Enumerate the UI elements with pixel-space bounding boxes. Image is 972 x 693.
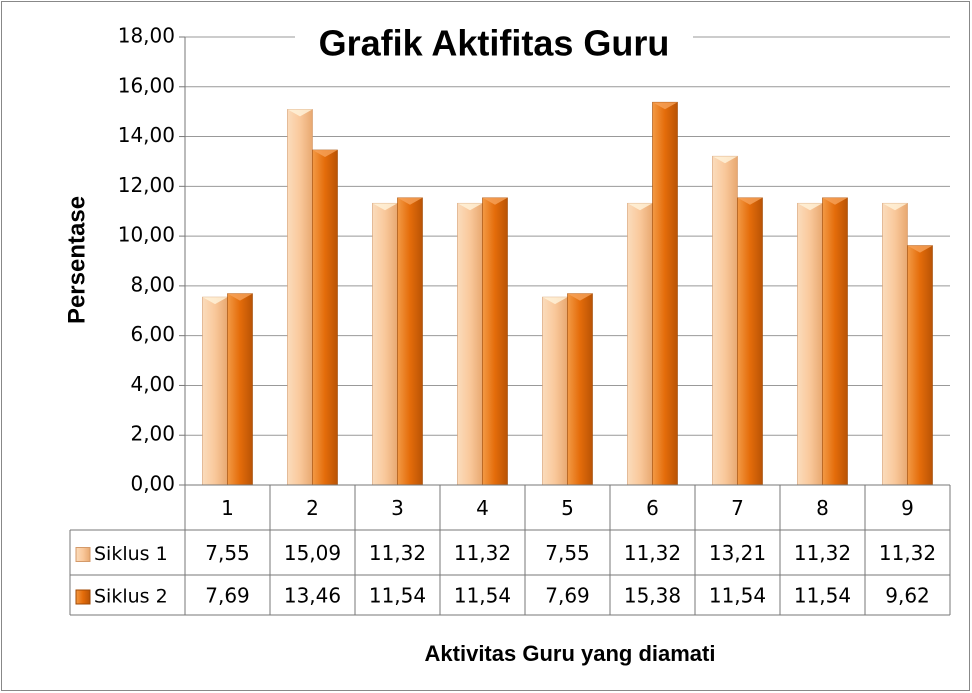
bar-bevel bbox=[457, 203, 483, 211]
bar-bevel bbox=[737, 197, 763, 205]
y-tick-label: 16,00 bbox=[118, 73, 175, 97]
bar bbox=[652, 101, 678, 486]
bar-bevel bbox=[287, 109, 313, 117]
bar bbox=[822, 197, 848, 486]
bar-bevel bbox=[712, 156, 738, 164]
data-table-value: 13,21 bbox=[709, 541, 766, 565]
y-axis-label: Persentase bbox=[63, 196, 90, 324]
title-background bbox=[295, 24, 693, 68]
data-table-value: 7,55 bbox=[545, 541, 590, 565]
y-tick-label: 8,00 bbox=[130, 272, 175, 296]
y-tick-label: 18,00 bbox=[118, 24, 175, 48]
bar-bevel bbox=[567, 293, 593, 301]
y-tick-label: 4,00 bbox=[130, 372, 175, 396]
bar bbox=[797, 202, 823, 486]
x-tick-label: 8 bbox=[816, 496, 829, 520]
x-tick-label: 7 bbox=[731, 496, 744, 520]
bar-bevel bbox=[372, 203, 398, 211]
x-axis-label: Aktivitas Guru yang diamati bbox=[425, 641, 716, 666]
x-tick-label: 5 bbox=[561, 496, 574, 520]
bar bbox=[907, 245, 933, 486]
data-table-value: 11,32 bbox=[879, 541, 936, 565]
data-table-value: 7,69 bbox=[545, 584, 590, 608]
bar-bevel bbox=[202, 297, 228, 305]
y-tick-label: 0,00 bbox=[130, 472, 175, 496]
bar-bevel bbox=[907, 245, 933, 253]
bar bbox=[567, 293, 593, 486]
data-table-value: 11,32 bbox=[794, 541, 851, 565]
bar bbox=[882, 202, 908, 486]
x-tick-label: 4 bbox=[476, 496, 489, 520]
data-table-value: 7,69 bbox=[205, 584, 250, 608]
bar-bevel bbox=[882, 203, 908, 211]
bar bbox=[627, 202, 653, 486]
legend-swatch bbox=[75, 589, 91, 605]
data-table-value: 11,54 bbox=[709, 584, 766, 608]
bar bbox=[202, 296, 228, 486]
data-table-value: 11,54 bbox=[369, 584, 426, 608]
bar bbox=[227, 293, 253, 486]
y-tick-label: 10,00 bbox=[118, 223, 175, 247]
bar-bevel bbox=[822, 197, 848, 205]
bar-bevel bbox=[482, 197, 508, 205]
data-table-value: 9,62 bbox=[885, 584, 930, 608]
bar bbox=[457, 202, 483, 486]
bar bbox=[312, 149, 338, 486]
y-tick-label: 14,00 bbox=[118, 123, 175, 147]
y-tick-label: 2,00 bbox=[130, 422, 175, 446]
x-tick-label: 1 bbox=[221, 496, 234, 520]
y-tick-label: 6,00 bbox=[130, 322, 175, 346]
data-table-value: 15,38 bbox=[624, 584, 681, 608]
bar bbox=[397, 197, 423, 486]
y-tick-label: 12,00 bbox=[118, 173, 175, 197]
bar bbox=[287, 109, 313, 486]
data-table-value: 11,54 bbox=[794, 584, 851, 608]
plot-area: 0,00 2,00 4,00 6,00 8,00 10,00 12,00 14,00 16,00… bbox=[69, 24, 951, 616]
bar-bevel bbox=[542, 297, 568, 305]
legend-label: Siklus 2 bbox=[94, 586, 168, 608]
data-table-value: 11,32 bbox=[624, 541, 681, 565]
bar bbox=[737, 197, 763, 486]
bar bbox=[482, 197, 508, 486]
bar-bevel bbox=[627, 203, 653, 211]
x-tick-label: 2 bbox=[306, 496, 319, 520]
bar-bevel bbox=[797, 203, 823, 211]
x-tick-label: 3 bbox=[391, 496, 404, 520]
x-tick-label: 6 bbox=[646, 496, 659, 520]
data-table-value: 7,55 bbox=[205, 541, 250, 565]
x-tick-label: 9 bbox=[901, 496, 914, 520]
data-table-value: 13,46 bbox=[284, 584, 341, 608]
bar-bevel bbox=[312, 149, 338, 157]
legend-swatch bbox=[75, 547, 91, 562]
bar-bevel bbox=[652, 102, 678, 110]
data-table-value: 11,32 bbox=[454, 541, 511, 565]
data-table-value: 15,09 bbox=[284, 541, 341, 565]
bar bbox=[712, 155, 738, 486]
bar bbox=[542, 296, 568, 486]
data-table-value: 11,54 bbox=[454, 584, 511, 608]
chart-title: Grafik Aktifitas Guru bbox=[319, 23, 670, 64]
bar bbox=[372, 202, 398, 486]
bar-bevel bbox=[227, 293, 253, 301]
bar-bevel bbox=[397, 197, 423, 205]
legend-label: Siklus 1 bbox=[94, 543, 168, 565]
data-table-value: 11,32 bbox=[369, 541, 426, 565]
